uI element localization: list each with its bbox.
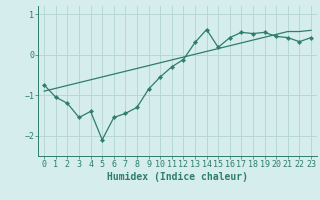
- X-axis label: Humidex (Indice chaleur): Humidex (Indice chaleur): [107, 172, 248, 182]
